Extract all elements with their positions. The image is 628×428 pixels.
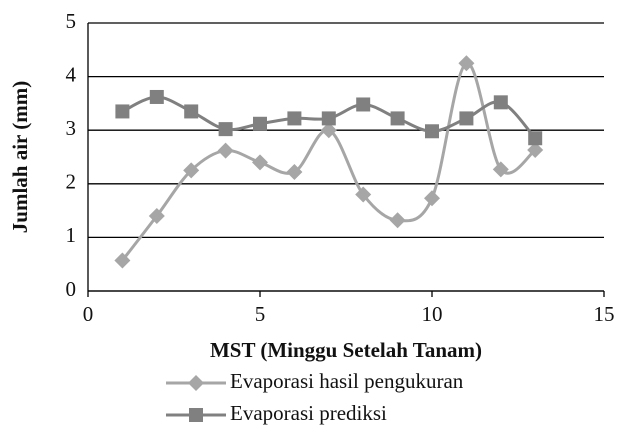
x-tick-label: 0 [83, 302, 94, 326]
data-point [320, 122, 337, 139]
data-point [389, 212, 406, 229]
data-point [458, 55, 475, 72]
data-point [528, 131, 543, 146]
data-point [425, 124, 439, 139]
legend-marker [189, 408, 203, 422]
data-point [493, 95, 508, 110]
legend-label: Evaporasi prediksi [230, 401, 387, 425]
y-tick-label: 3 [66, 116, 77, 140]
x-tick-label: 15 [594, 302, 615, 326]
data-point [217, 142, 234, 159]
series-line [121, 61, 537, 262]
data-point [184, 104, 199, 119]
data-point [183, 162, 200, 179]
data-point [321, 111, 336, 126]
data-point [148, 207, 165, 224]
y-tick-label: 5 [66, 9, 77, 33]
data-point [287, 111, 302, 126]
legend-marker [188, 375, 204, 391]
data-point [252, 154, 268, 171]
y-tick-label: 1 [66, 223, 77, 247]
y-tick-label: 2 [66, 170, 77, 194]
data-point [355, 186, 372, 203]
y-tick-label: 0 [66, 277, 77, 301]
data-point [459, 111, 474, 126]
data-point [114, 252, 131, 269]
data-point [286, 164, 303, 181]
data-point [253, 116, 267, 131]
data-point [424, 190, 440, 207]
x-tick-label: 10 [422, 302, 443, 326]
data-point [356, 97, 371, 112]
data-point [115, 104, 130, 119]
x-axis-label: MST (Minggu Setelah Tanam) [210, 338, 482, 362]
legend-label: Evaporasi hasil pengukuran [230, 369, 464, 393]
data-point [149, 89, 164, 104]
data-point [390, 111, 405, 126]
data-point [527, 142, 544, 159]
y-tick-label: 4 [66, 62, 77, 86]
data-point [218, 122, 233, 137]
y-axis-label: Jumlah air (mm) [8, 81, 32, 233]
data-point [492, 161, 509, 178]
x-tick-label: 5 [255, 302, 266, 326]
